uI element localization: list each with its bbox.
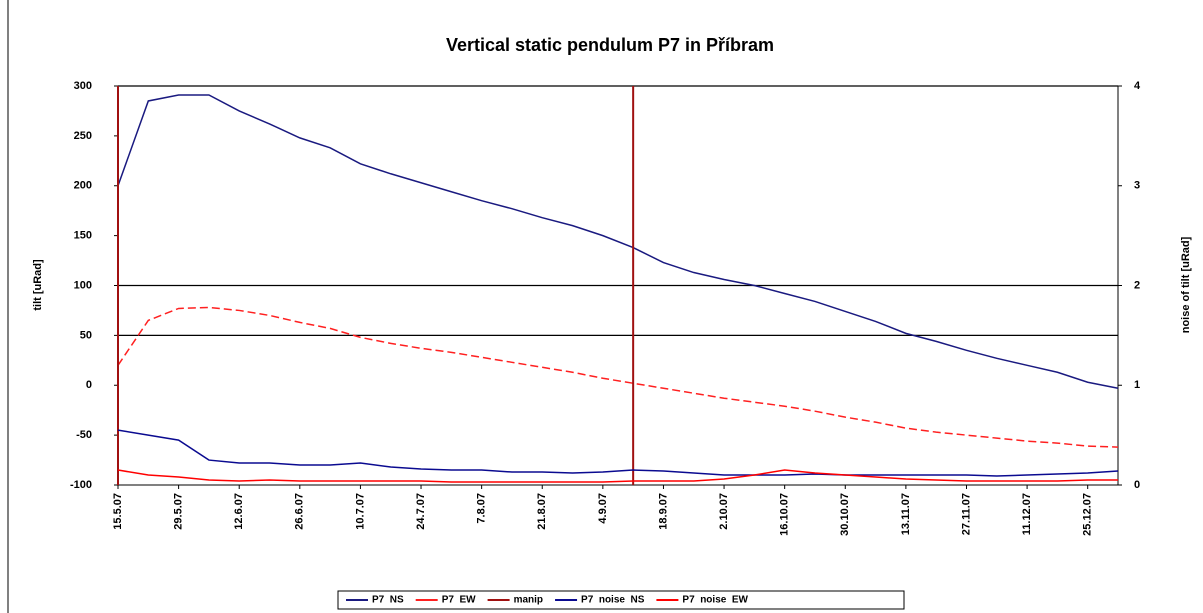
y2-tick-label: 0	[1134, 479, 1140, 491]
series-line	[117, 306, 1119, 448]
y-tick-label: -100	[70, 479, 92, 491]
x-tick-label: 2.10.07	[718, 493, 730, 530]
x-tick-label: 27.11.07	[960, 493, 972, 535]
x-tick-label: 11.12.07	[1021, 493, 1033, 535]
series-line	[117, 94, 1119, 389]
legend-box	[337, 590, 905, 610]
y-tick-label: 150	[74, 230, 92, 242]
legend-label: manip	[514, 595, 543, 606]
y-tick-label: 300	[74, 80, 92, 92]
y-tick-label: -50	[76, 429, 92, 441]
x-tick-label: 26.6.07	[294, 493, 306, 530]
x-tick-label: 25.12.07	[1082, 493, 1094, 536]
y-tick-label: 100	[74, 279, 92, 291]
y2-tick-label: 1	[1134, 379, 1140, 391]
x-tick-label: 4.9.07	[597, 493, 609, 524]
x-tick-label: 21.8.07	[536, 493, 548, 530]
x-tick-label: 7.8.07	[476, 493, 488, 524]
y-tick-label: 200	[74, 180, 92, 192]
series-line	[117, 469, 1118, 483]
y-tick-label: 250	[74, 130, 92, 142]
y2-tick-label: 4	[1134, 80, 1141, 92]
y-tick-label: 0	[86, 379, 92, 391]
legend-label: P7 EW	[442, 595, 476, 606]
x-tick-label: 16.10.07	[779, 493, 791, 536]
y-tick-label: 50	[80, 329, 92, 341]
y2-tick-label: 2	[1134, 279, 1140, 291]
x-tick-label: 13.11.07	[900, 493, 912, 535]
x-tick-label: 12.6.07	[233, 493, 245, 530]
x-tick-label: 29.5.07	[173, 493, 185, 530]
legend-label: P7 noise NS	[581, 595, 645, 606]
x-tick-label: 24.7.07	[415, 493, 427, 530]
y2-axis-label: noise of tilt [uRad]	[1180, 236, 1192, 333]
x-tick-label: 15.5.07	[112, 493, 124, 530]
series-line	[117, 429, 1119, 477]
y-axis-label: tilt [uRad]	[32, 259, 44, 311]
x-tick-label: 30.10.07	[839, 493, 851, 536]
legend-label: P7 NS	[372, 595, 404, 606]
x-tick-label: 10.7.07	[354, 493, 366, 530]
legend-label: P7 noise EW	[682, 595, 748, 606]
x-tick-label: 18.9.07	[657, 493, 669, 530]
y2-tick-label: 3	[1134, 180, 1140, 192]
chart-title: Vertical static pendulum P7 in Příbram	[446, 35, 774, 55]
